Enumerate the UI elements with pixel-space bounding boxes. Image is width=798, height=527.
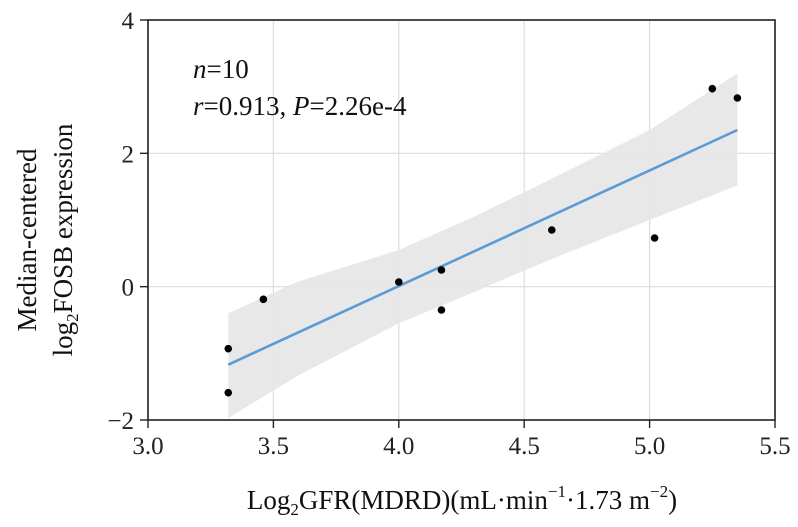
data-points — [224, 84, 742, 397]
data-point-5 — [437, 306, 446, 314]
axis-ticks: 3.0 3.5 4.0 4.5 5.0 5.5 −2 0 2 4 — [107, 8, 790, 460]
data-point-1 — [224, 388, 233, 397]
x-tick-label-2: 4.0 — [383, 433, 414, 460]
n-annotation: n=10 — [193, 54, 249, 84]
y-tick-label-0: −2 — [107, 408, 134, 435]
y-tick-label-3: 4 — [122, 8, 135, 35]
data-point-2 — [259, 295, 268, 304]
data-point-4 — [437, 266, 446, 274]
y-tick-label-1: 0 — [122, 275, 135, 302]
y-axis-title-line2-group: log2FOSB expression — [48, 123, 82, 356]
y-axis-title-line1: Median-centered — [12, 148, 42, 331]
x-tick-label-3: 4.5 — [509, 433, 540, 460]
x-tick-label-1: 3.5 — [258, 433, 289, 460]
regression-line — [227, 128, 738, 366]
y-axis-title-line2: log2FOSB expression — [48, 123, 82, 356]
data-point-9 — [733, 94, 742, 102]
y-tick-label-2: 2 — [122, 141, 135, 168]
confidence-band — [228, 73, 738, 418]
x-tick-label-4: 5.0 — [634, 433, 665, 460]
data-point-0 — [224, 344, 233, 353]
x-tick-label-0: 3.0 — [132, 433, 163, 460]
x-axis-title: Log2GFR(MDRD)(mL·min−1·1.73 m−2) — [247, 482, 677, 519]
data-point-6 — [547, 226, 556, 234]
data-point-8 — [708, 84, 717, 93]
r-p-annotation: r=0.913, P=2.26e-4 — [193, 91, 407, 121]
y-axis-title-line1-group: Median-centered — [12, 148, 42, 331]
x-tick-label-5: 5.5 — [759, 433, 790, 460]
data-point-7 — [650, 234, 659, 242]
plot-frame — [147, 19, 776, 421]
data-point-3 — [395, 278, 403, 286]
